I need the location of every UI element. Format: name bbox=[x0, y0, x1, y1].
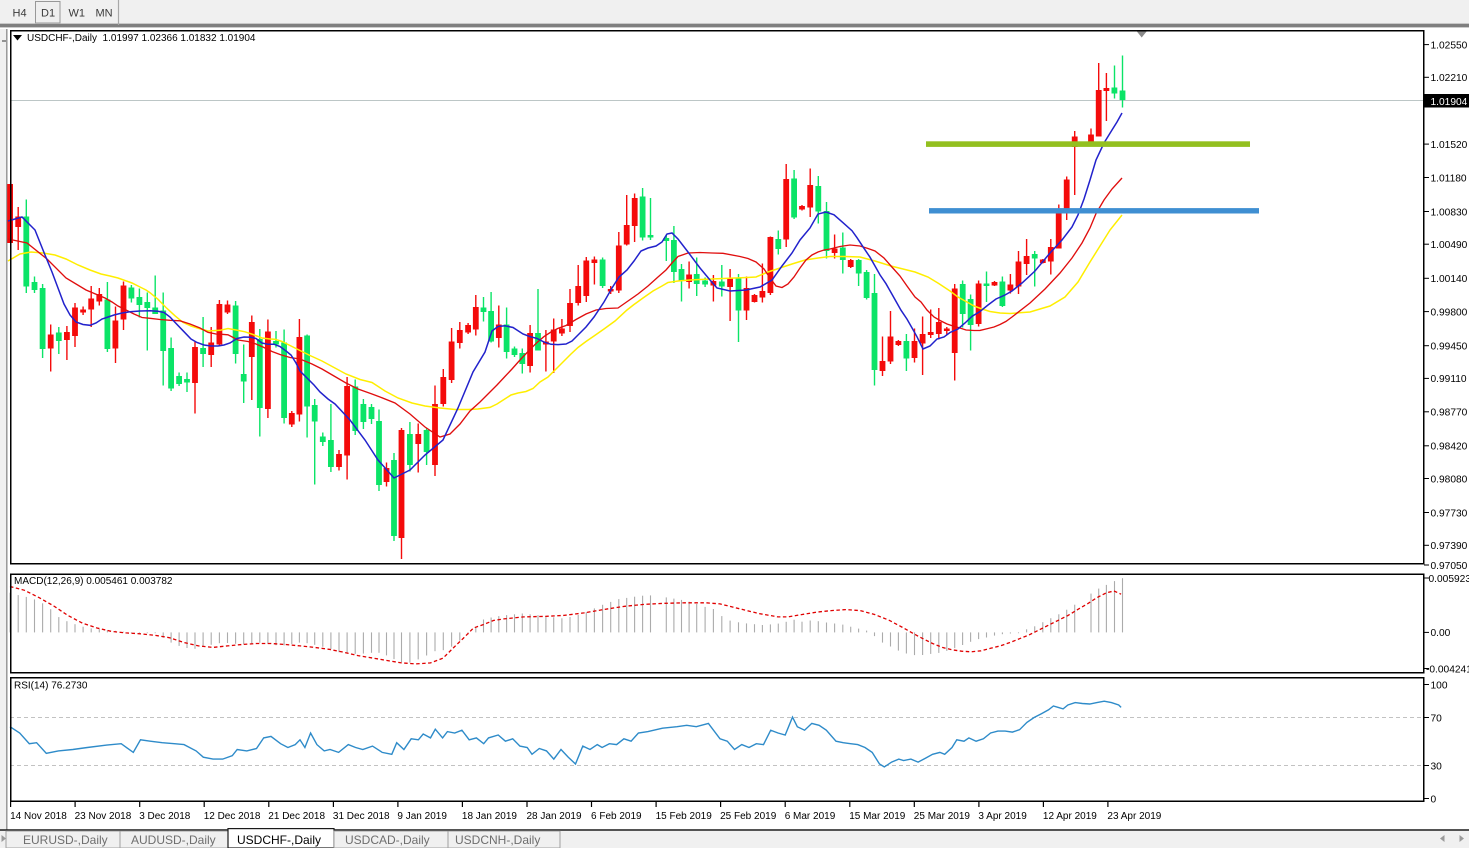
svg-text:-0.004241: -0.004241 bbox=[1426, 664, 1469, 675]
svg-text:0.99450: 0.99450 bbox=[1431, 342, 1468, 353]
svg-text:18 Jan 2019: 18 Jan 2019 bbox=[462, 811, 517, 822]
svg-text:1.02210: 1.02210 bbox=[1431, 73, 1468, 84]
svg-text:MACD(12,26,9) 0.005461 0.00378: MACD(12,26,9) 0.005461 0.003782 bbox=[14, 576, 173, 587]
svg-text:100: 100 bbox=[1431, 680, 1448, 691]
svg-text:1.01904: 1.01904 bbox=[1431, 97, 1468, 108]
svg-text:0.98080: 0.98080 bbox=[1431, 474, 1468, 485]
svg-text:21 Dec 2018: 21 Dec 2018 bbox=[268, 811, 325, 822]
svg-text:12 Apr 2019: 12 Apr 2019 bbox=[1043, 811, 1097, 822]
svg-text:15 Feb 2019: 15 Feb 2019 bbox=[656, 811, 713, 822]
svg-text:MN: MN bbox=[96, 8, 113, 20]
svg-text:3 Dec 2018: 3 Dec 2018 bbox=[139, 811, 191, 822]
svg-text:0.97730: 0.97730 bbox=[1431, 508, 1468, 519]
svg-text:1.00140: 1.00140 bbox=[1431, 274, 1468, 285]
svg-text:0.97050: 0.97050 bbox=[1431, 561, 1468, 572]
svg-text:EURUSD-,Daily: EURUSD-,Daily bbox=[23, 833, 108, 847]
svg-text:30: 30 bbox=[1431, 761, 1443, 772]
svg-text:USDCHF-,Daily 1.01997 1.02366: USDCHF-,Daily 1.01997 1.02366 1.01832 1.… bbox=[27, 33, 256, 44]
svg-text:D1: D1 bbox=[41, 8, 55, 20]
svg-text:1.01180: 1.01180 bbox=[1431, 173, 1467, 184]
svg-text:RSI(14) 76.2730: RSI(14) 76.2730 bbox=[14, 681, 88, 692]
svg-text:USDCHF-,Daily: USDCHF-,Daily bbox=[237, 833, 321, 847]
svg-text:USDCAD-,Daily: USDCAD-,Daily bbox=[345, 833, 430, 847]
svg-text:0.98420: 0.98420 bbox=[1431, 442, 1468, 453]
svg-text:25 Feb 2019: 25 Feb 2019 bbox=[720, 811, 777, 822]
svg-text:23 Nov 2018: 23 Nov 2018 bbox=[75, 811, 132, 822]
svg-text:15 Mar 2019: 15 Mar 2019 bbox=[849, 811, 906, 822]
svg-text:0.99110: 0.99110 bbox=[1431, 374, 1467, 385]
svg-text:0.98770: 0.98770 bbox=[1431, 408, 1468, 419]
svg-text:31 Dec 2018: 31 Dec 2018 bbox=[333, 811, 390, 822]
svg-text:14 Nov 2018: 14 Nov 2018 bbox=[10, 811, 67, 822]
svg-text:0: 0 bbox=[1431, 794, 1437, 805]
svg-text:6 Mar 2019: 6 Mar 2019 bbox=[785, 811, 836, 822]
svg-text:12 Dec 2018: 12 Dec 2018 bbox=[204, 811, 261, 822]
svg-text:W1: W1 bbox=[69, 8, 86, 20]
svg-text:6 Feb 2019: 6 Feb 2019 bbox=[591, 811, 642, 822]
svg-text:9 Jan 2019: 9 Jan 2019 bbox=[397, 811, 447, 822]
svg-text:28 Jan 2019: 28 Jan 2019 bbox=[527, 811, 582, 822]
svg-text:USDCNH-,Daily: USDCNH-,Daily bbox=[455, 833, 540, 847]
svg-text:23 Apr 2019: 23 Apr 2019 bbox=[1107, 811, 1161, 822]
svg-text:0.97390: 0.97390 bbox=[1431, 541, 1468, 552]
svg-text:AUDUSD-,Daily: AUDUSD-,Daily bbox=[131, 833, 216, 847]
svg-text:1.00490: 1.00490 bbox=[1431, 240, 1468, 251]
svg-text:70: 70 bbox=[1431, 713, 1443, 724]
svg-text:0.99800: 0.99800 bbox=[1431, 307, 1468, 318]
svg-text:1.02550: 1.02550 bbox=[1431, 40, 1468, 51]
svg-text:25 Mar 2019: 25 Mar 2019 bbox=[914, 811, 971, 822]
svg-text:H4: H4 bbox=[13, 8, 27, 20]
svg-text:1.00830: 1.00830 bbox=[1431, 207, 1468, 218]
svg-text:1.01520: 1.01520 bbox=[1431, 140, 1468, 151]
svg-text:0.005923: 0.005923 bbox=[1429, 574, 1469, 585]
svg-text:0.00: 0.00 bbox=[1431, 628, 1451, 639]
svg-text:3 Apr 2019: 3 Apr 2019 bbox=[978, 811, 1027, 822]
